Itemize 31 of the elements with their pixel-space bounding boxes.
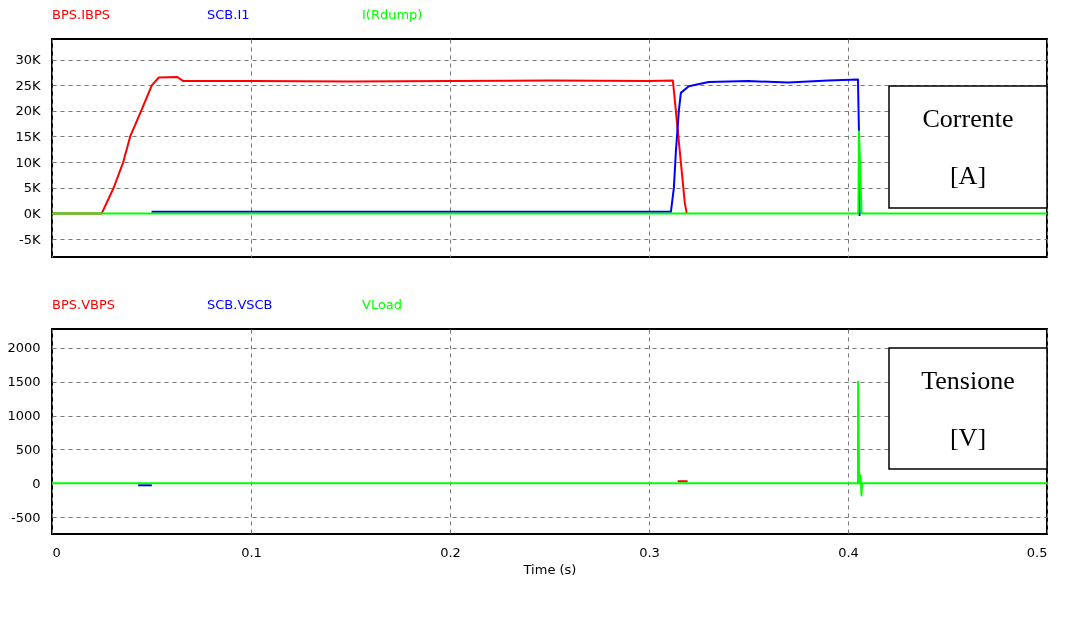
line-series — [150, 78, 861, 217]
y-tick-label: 500 — [15, 441, 41, 457]
x-tick-label: 0.4 — [838, 544, 859, 560]
text: SCB.I1 — [207, 7, 250, 22]
y-tick-label: 0K — [23, 205, 41, 221]
y-tick-label: 25K — [15, 77, 41, 93]
text: BPS.VBPS — [52, 297, 116, 312]
y-tick-label: -5K — [19, 231, 41, 247]
y-tick-label: 5K — [23, 180, 41, 196]
x-tick-label: 0.1 — [241, 544, 262, 560]
y-tick-label: 1000 — [7, 408, 41, 424]
text: BPS.IBPS — [52, 7, 110, 22]
y-tick-label: 2000 — [7, 340, 41, 356]
x-tick-label: 0.5 — [1026, 544, 1048, 560]
x-axis-title: Time (s) — [522, 561, 577, 577]
y-tick-label: 30K — [15, 52, 41, 68]
line-series — [52, 130, 1047, 215]
text: SCB.VSCB — [207, 297, 273, 312]
text: I(Rdump) — [362, 7, 423, 22]
y-tick-label: -500 — [10, 509, 41, 525]
x-tick-label: 0.2 — [440, 544, 461, 560]
text: VLoad — [362, 297, 403, 312]
x-tick-label: 0 — [52, 544, 61, 560]
y-tick-label: 1500 — [7, 374, 41, 390]
annotation: Tensione [V] — [921, 366, 1015, 452]
y-tick-label: 0 — [32, 475, 41, 491]
y-tick-label: 15K — [15, 128, 41, 144]
y-tick-label: 10K — [15, 154, 41, 170]
x-tick-label: 0.3 — [639, 544, 660, 560]
annotation: Corrente [A] — [922, 104, 1014, 190]
y-tick-label: 20K — [15, 103, 41, 119]
